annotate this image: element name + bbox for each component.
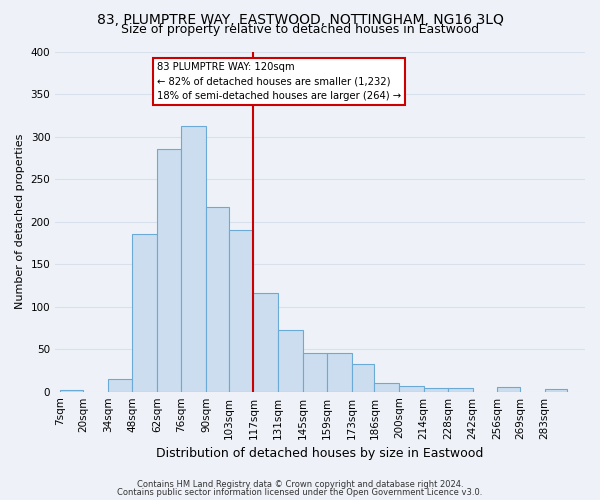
Y-axis label: Number of detached properties: Number of detached properties bbox=[15, 134, 25, 310]
Bar bbox=[497, 388, 520, 392]
Bar bbox=[157, 150, 181, 392]
Text: Contains HM Land Registry data © Crown copyright and database right 2024.: Contains HM Land Registry data © Crown c… bbox=[137, 480, 463, 489]
Bar bbox=[374, 383, 399, 392]
Text: Size of property relative to detached houses in Eastwood: Size of property relative to detached ho… bbox=[121, 22, 479, 36]
Text: 83 PLUMPTRE WAY: 120sqm
← 82% of detached houses are smaller (1,232)
18% of semi: 83 PLUMPTRE WAY: 120sqm ← 82% of detache… bbox=[157, 62, 401, 102]
Bar bbox=[302, 354, 327, 392]
Bar bbox=[253, 293, 278, 392]
Text: 83, PLUMPTRE WAY, EASTWOOD, NOTTINGHAM, NG16 3LQ: 83, PLUMPTRE WAY, EASTWOOD, NOTTINGHAM, … bbox=[97, 12, 503, 26]
Bar bbox=[61, 390, 83, 392]
Bar bbox=[424, 388, 448, 392]
Bar bbox=[278, 330, 302, 392]
Bar bbox=[352, 364, 374, 392]
Bar bbox=[327, 354, 352, 392]
Bar bbox=[206, 207, 229, 392]
Bar bbox=[399, 386, 424, 392]
X-axis label: Distribution of detached houses by size in Eastwood: Distribution of detached houses by size … bbox=[157, 447, 484, 460]
Bar bbox=[181, 126, 206, 392]
Bar bbox=[545, 389, 568, 392]
Bar bbox=[108, 379, 133, 392]
Bar bbox=[133, 234, 157, 392]
Bar bbox=[229, 230, 253, 392]
Text: Contains public sector information licensed under the Open Government Licence v3: Contains public sector information licen… bbox=[118, 488, 482, 497]
Bar bbox=[448, 388, 473, 392]
